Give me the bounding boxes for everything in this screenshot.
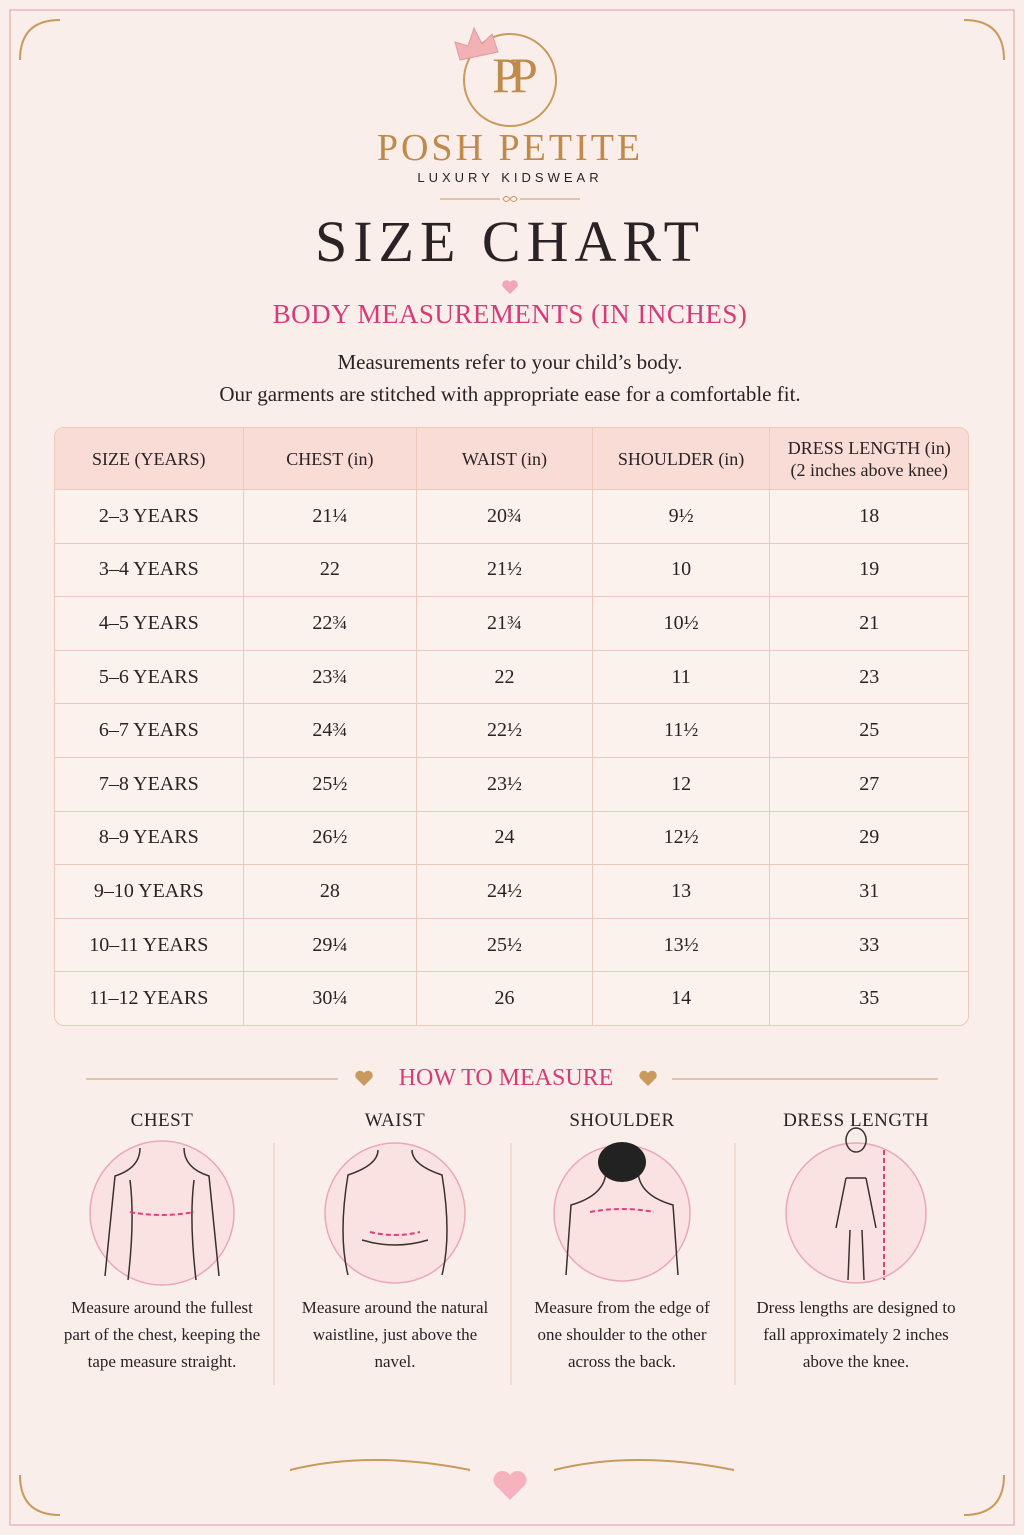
intro-line: Measurements refer to your child’s body. [337, 350, 683, 374]
cell: 23¾ [243, 650, 418, 705]
cell: 5–6 YEARS [55, 650, 244, 705]
cell: 21¾ [417, 597, 593, 651]
cell: 22 [417, 650, 593, 705]
header-cell: CHEST (in) [243, 428, 418, 490]
header-text: WAIST (in) [461, 448, 548, 469]
row: 10–11 YEARS 29¼ 25½ 13½ 33 [55, 918, 968, 973]
cell: 28 [243, 865, 418, 919]
measure-text: Measure around the natural waistline, ju… [301, 1298, 489, 1371]
section-title: HOW TO MEASURE [398, 1065, 614, 1091]
cell: 25½ [417, 918, 593, 973]
cell: 12 [592, 757, 771, 812]
cell: 7–8 YEARS [55, 757, 244, 812]
cell: 10 [592, 543, 771, 598]
size-table: SIZE (YEARS) CHEST (in) WAIST (in) SHOULDER… [54, 427, 969, 1026]
cell: 2–3 YEARS [55, 490, 244, 544]
monogram: PP [492, 47, 538, 103]
cell: 21¼ [243, 490, 418, 544]
header-cell: WAIST (in) [417, 428, 593, 490]
header-text: DRESS LENGTH (in) [787, 437, 951, 458]
header-cell: SIZE (YEARS) [55, 428, 244, 490]
cell: 31 [770, 865, 968, 919]
cell: 26 [417, 972, 593, 1025]
row: 11–12 YEARS 30¼ 26 14 35 [55, 972, 968, 1025]
cell: 25½ [243, 757, 418, 812]
cell: 11–12 YEARS [55, 972, 244, 1025]
cell: 33 [770, 919, 968, 973]
cell: 8–9 YEARS [55, 811, 244, 866]
measure-text: Dress lengths are designed to fall appro… [756, 1298, 956, 1371]
measure-label: SHOULDER [569, 1110, 675, 1131]
measure-text: Measure around the fullest part of the c… [63, 1298, 261, 1371]
cell: 18 [770, 490, 968, 544]
header-cell: DRESS LENGTH (in) (2 inches above knee) [770, 428, 968, 490]
cell: 27 [770, 758, 968, 812]
subtitle: BODY MEASUREMENTS (IN INCHES) [272, 299, 748, 329]
cell: 4–5 YEARS [55, 597, 244, 651]
row: 5–6 YEARS 23¾ 22 11 23 [55, 650, 968, 705]
cell: 13½ [592, 918, 771, 973]
cell: 21 [770, 597, 968, 651]
cell: 11 [592, 650, 771, 705]
cell: 23½ [417, 757, 593, 812]
cell: 23 [770, 651, 968, 705]
cell: 24½ [417, 865, 593, 919]
brand-name: POSH PETITE [376, 127, 644, 169]
cell: 22 [243, 543, 418, 598]
cell: 29 [770, 812, 968, 866]
cell: 6–7 YEARS [55, 704, 244, 758]
row: 7–8 YEARS 25½ 23½ 12 27 [55, 757, 968, 812]
measure-text: Measure from the edge of one shoulder to… [534, 1298, 710, 1371]
cell: 9–10 YEARS [55, 865, 244, 919]
cell: 24¾ [243, 704, 418, 758]
cell: 30¼ [244, 972, 418, 1025]
cell: 22¾ [243, 597, 418, 651]
measure-label: WAIST [364, 1110, 426, 1131]
cell: 10–11 YEARS [55, 918, 244, 973]
measure-label: CHEST [130, 1110, 194, 1131]
title: SIZE CHART [314, 209, 706, 274]
row: 6–7 YEARS 24¾ 22½ 11½ 25 [55, 704, 968, 758]
cell: 24 [417, 811, 593, 866]
header-note: (2 inches above knee) [790, 459, 948, 480]
row: 3–4 YEARS 22 21½ 10 19 [55, 543, 968, 598]
intro-line: Our garments are stitched with appropria… [219, 382, 801, 406]
row: 2–3 YEARS 21¼ 20¾ 9½ 18 [55, 490, 968, 544]
measure-label: DRESS LENGTH [783, 1110, 929, 1131]
cell: 25 [770, 704, 968, 758]
header-text: SIZE (YEARS) [92, 448, 206, 469]
header-row: SIZE (YEARS) CHEST (in) WAIST (in) SHOULDER… [55, 428, 968, 490]
header-cell: SHOULDER (in) [592, 428, 771, 490]
cell: 9½ [592, 490, 771, 544]
row: 4–5 YEARS 22¾ 21¾ 10½ 21 [55, 597, 968, 651]
cell: 11½ [592, 704, 771, 758]
cell: 20¾ [417, 490, 593, 544]
cell: 21½ [417, 543, 593, 598]
cell: 12½ [592, 811, 771, 866]
cell: 19 [770, 544, 968, 598]
tagline: LUXURY KIDSWEAR [417, 170, 603, 185]
header-text: SHOULDER (in) [617, 448, 745, 469]
cell: 29¼ [243, 918, 418, 973]
cell: 10½ [592, 597, 771, 651]
cell: 3–4 YEARS [55, 543, 244, 598]
header-text: CHEST (in) [286, 448, 374, 469]
cell: 35 [859, 987, 880, 1010]
cell: 22½ [417, 704, 593, 758]
cell: 13 [592, 865, 771, 919]
row: 8–9 YEARS 26½ 24 12½ 29 [55, 811, 968, 866]
cell: 14 [593, 972, 771, 1025]
row: 9–10 YEARS 28 24½ 13 31 [55, 865, 968, 919]
cell: 26½ [243, 811, 418, 866]
